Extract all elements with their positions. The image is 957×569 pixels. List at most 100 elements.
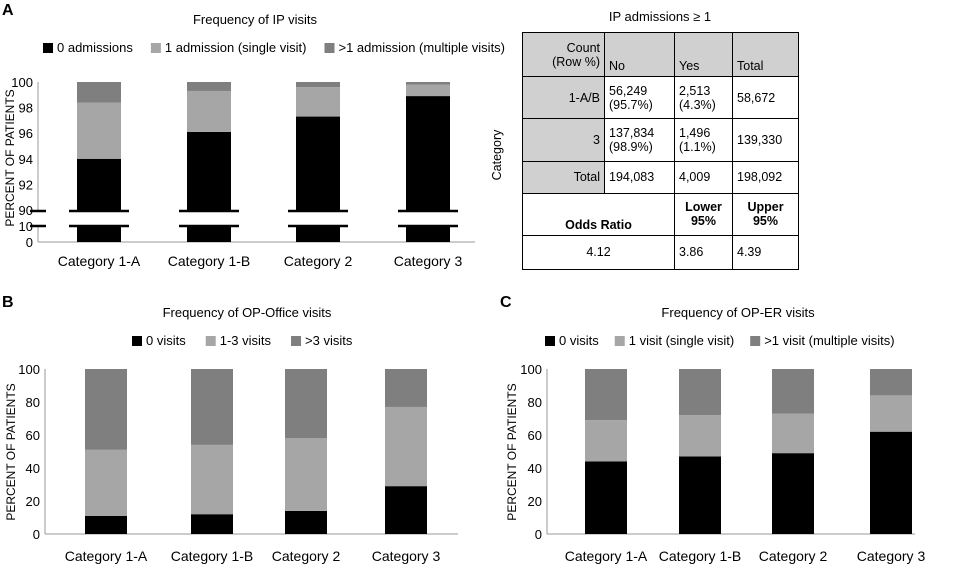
legend-label: 1-3 visits: [220, 333, 272, 348]
yes-cell: 1,496 (1.1%): [674, 118, 733, 162]
legend-swatch: [750, 336, 761, 346]
bar-segment: [85, 369, 127, 450]
legend-swatch: [150, 43, 161, 53]
upper-95-value: 4.39: [732, 234, 799, 271]
bar-segment: [285, 510, 327, 534]
bar-segment: [187, 226, 231, 242]
bar-segment: [406, 82, 450, 85]
row-label: 3: [522, 118, 605, 162]
upper-95-header: Upper 95%: [732, 192, 799, 236]
total-header: Total: [732, 31, 799, 78]
x-tick-label: Category 1-B: [168, 253, 250, 269]
bar-segment: [585, 369, 627, 421]
y-axis-label: PERCENT OF PATIENTS: [3, 89, 17, 226]
bar-segment: [191, 514, 233, 534]
total-total-cell: 198,092: [732, 160, 799, 194]
legend-label: >1 admission (multiple visits): [338, 40, 505, 55]
ip-admissions-table: Count (Row %) No Yes Total 1-A/B 56,249(…: [522, 31, 799, 271]
yes-cell: 2,513 (4.3%): [674, 76, 733, 120]
panel-b-label: B: [2, 294, 14, 311]
bar-segment: [406, 84, 450, 97]
chart-title: Frequency of OP-ER visits: [661, 305, 815, 320]
y-tick-label: 80: [26, 395, 40, 410]
legend-label: 1 visit (single visit): [629, 333, 734, 348]
table-row: 1-A/B 56,249 (95.7%) 2,513 (4.3%) 58,672: [522, 76, 799, 120]
legend-label: >3 visits: [305, 333, 353, 348]
no-cell: 56,249 (95.7%): [604, 76, 675, 120]
y-tick-label: 94: [19, 152, 33, 167]
bar-segment: [77, 226, 121, 242]
bar-segment: [385, 486, 427, 534]
no-cell: 137,834 (98.9%): [604, 118, 675, 162]
odds-ratio-value: 4.12: [522, 234, 675, 271]
bar-segment: [772, 413, 814, 454]
total-cell: 139,330: [732, 118, 799, 162]
bar-segment: [191, 369, 233, 445]
table-row: 3 137,834 (98.9%) 1,496 (1.1%) 139,330: [522, 118, 799, 162]
bar-segment: [585, 420, 627, 462]
legend-label: 0 admissions: [57, 40, 133, 55]
x-tick-label: Category 1-B: [171, 548, 253, 564]
y-tick-label: 100: [11, 75, 33, 90]
y-tick-label: 100: [18, 362, 40, 377]
legend-swatch: [43, 43, 53, 53]
y-axis-label: PERCENT OF PATIENTS: [505, 383, 519, 520]
bar-segment: [77, 82, 121, 103]
table-total-row: Total 194,083 4,009 198,092: [522, 160, 799, 194]
bar-segment: [870, 369, 912, 396]
bar-segment: [679, 415, 721, 457]
chart-title: Frequency of IP visits: [193, 12, 318, 27]
y-tick-label: 20: [528, 494, 542, 509]
panel-c-label: C: [500, 294, 512, 311]
x-tick-label: Category 2: [272, 548, 341, 564]
bar-segment: [772, 453, 814, 534]
bar-segment: [191, 444, 233, 515]
bar-segment: [85, 449, 127, 516]
count-header-cell: Count (Row %): [522, 31, 605, 78]
bar-segment: [406, 96, 450, 210]
bar-segment: [870, 431, 912, 534]
bar-segment: [385, 406, 427, 487]
bar-segment: [187, 131, 231, 210]
y-tick-label: 40: [26, 461, 40, 476]
lower-95-value: 3.86: [674, 234, 733, 271]
bar-segment: [85, 515, 127, 534]
x-tick-label: Category 2: [759, 548, 828, 564]
bar-segment: [77, 158, 121, 210]
legend-label: 0 visits: [146, 333, 186, 348]
x-tick-label: Category 1-A: [565, 548, 648, 564]
legend-swatch: [205, 336, 216, 346]
y-tick-label: 0: [33, 527, 40, 542]
x-tick-label: Category 3: [857, 548, 926, 564]
y-tick-label: 90: [19, 203, 33, 218]
legend-swatch: [291, 336, 302, 346]
legend-label: 0 visits: [559, 333, 599, 348]
odds-header-row: Odds Ratio Lower 95% Upper 95%: [522, 192, 799, 236]
y-tick-label: 92: [19, 177, 33, 192]
count-header-line2: (Row %): [552, 54, 600, 69]
bar-segment: [285, 438, 327, 511]
no-header: No: [604, 31, 675, 78]
odds-value-row: 4.12 3.86 4.39: [522, 234, 799, 271]
bar-segment: [296, 226, 340, 242]
y-tick-label: 60: [26, 428, 40, 443]
x-tick-label: Category 1-A: [58, 253, 141, 269]
bar-segment: [296, 87, 340, 117]
bar-segment: [585, 461, 627, 534]
odds-ratio-header: Odds Ratio: [522, 192, 675, 236]
x-tick-label: Category 3: [372, 548, 441, 564]
table-header-row: Count (Row %) No Yes Total: [522, 31, 799, 78]
legend-swatch: [132, 336, 142, 346]
total-no-cell: 194,083: [604, 160, 675, 194]
bar-segment: [406, 226, 450, 242]
y-axis-label: PERCENT OF PATIENTS: [4, 383, 18, 520]
bar-segment: [187, 82, 231, 91]
y-tick-label: 80: [528, 395, 542, 410]
bar-segment: [385, 369, 427, 407]
x-tick-label: Category 3: [394, 253, 463, 269]
bar-segment: [296, 82, 340, 88]
lower-95-header: Lower 95%: [674, 192, 733, 236]
y-tick-label: 0: [535, 527, 542, 542]
total-yes-cell: 4,009: [674, 160, 733, 194]
